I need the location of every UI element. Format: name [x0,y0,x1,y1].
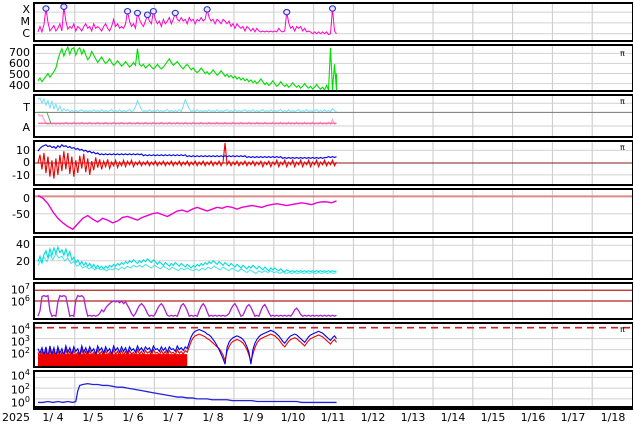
electron-red-fill [37,354,188,366]
bz-series [38,143,337,179]
dst-plot [35,190,632,232]
ytick-speed-400: 400 [9,79,30,92]
xtick-7: 1/11 [320,411,346,424]
x-axis-line [33,408,633,410]
panel-xray-flux [33,2,633,42]
ytick-pevent-1e2: 102 [10,382,30,397]
flare-markers [42,4,337,19]
dst-series [38,195,337,229]
xtick-5: 1/ 9 [242,411,264,424]
xtick-8: 1/12 [360,411,386,424]
ytick-b-neg10: -10 [12,169,30,182]
xtick-2: 1/ 6 [122,411,144,424]
ytick-eflux-1e2: 102 [10,346,30,361]
solar-wind-series [38,47,337,90]
panel-proton-density [33,236,633,280]
xtick-9: 1/13 [400,411,426,424]
xtick-1: 1/ 5 [82,411,104,424]
bt-series [38,145,337,159]
ytick-xray-m: M [20,15,31,28]
xtick-year: 2025 [2,411,30,424]
right-label-temperature: π [620,97,625,106]
vertical-gridlines [75,238,592,278]
temperature-series [38,98,337,112]
xtick-11: 1/15 [480,411,506,424]
temperature-alpha-plot [35,96,632,136]
panel-solar-wind-speed [33,44,633,92]
ytick-density-20: 20 [16,255,30,268]
right-label-speed: π [620,49,625,58]
proton-event-series [38,384,337,403]
panel-magnetic-field [33,140,633,186]
xray-series [38,7,337,35]
density-series-1 [38,247,337,272]
magnetic-field-plot [35,142,632,184]
xtick-6: 1/10 [280,411,306,424]
alpha-series [38,114,337,124]
right-label-electron: π [620,325,625,334]
ytick-xray-c: C [22,27,30,40]
ytick-speed-500: 500 [9,68,30,81]
electron-flux-plot [35,324,632,366]
ytick-dst-neg50: -50 [12,208,30,221]
xtick-10: 1/14 [440,411,466,424]
xtick-0: 1/ 4 [42,411,64,424]
vertical-gridlines [75,324,592,366]
ytick-speed-700: 700 [9,46,30,59]
panel-electron-flux [33,322,633,368]
proton-flux-high-series [38,296,337,317]
right-label-magnetic: π [620,143,625,152]
ytick-pevent-1e4: 104 [10,368,30,383]
ytick-pflux-1e7: 107 [10,282,30,297]
alpha-step2 [47,112,51,123]
ytick-xray-x: X [22,3,30,16]
panel-dst-index [33,188,633,234]
ytick-speed-600: 600 [9,57,30,70]
ytick-dst-0: 0 [23,192,30,205]
panel-proton-event-flux [33,370,633,408]
ytick-temperature: T [23,101,30,114]
xtick-4: 1/ 8 [202,411,224,424]
xtick-13: 1/17 [560,411,586,424]
density-series-2 [38,253,337,273]
ytick-b-0: 0 [23,156,30,169]
panel-temperature-alpha [33,94,633,138]
xray-plot [35,4,632,40]
proton-event-plot [35,372,632,406]
ytick-pevent-1e0: 100 [10,395,30,410]
ytick-b-10: 10 [16,144,30,157]
ytick-eflux-1e4: 104 [10,322,30,337]
vertical-gridlines [75,96,592,136]
xtick-14: 1/18 [600,411,626,424]
ytick-eflux-1e3: 103 [10,334,30,349]
electron-flux-blue [38,329,337,364]
ytick-density-40: 40 [16,238,30,251]
xtick-3: 1/ 7 [162,411,184,424]
panel-proton-flux-high [33,282,633,320]
ytick-alpha: A [22,121,30,134]
density-plot [35,238,632,278]
solar-wind-plot [35,46,632,90]
ytick-pflux-1e6: 106 [10,294,30,309]
proton-flux-high-plot [35,284,632,318]
xtick-12: 1/16 [520,411,546,424]
